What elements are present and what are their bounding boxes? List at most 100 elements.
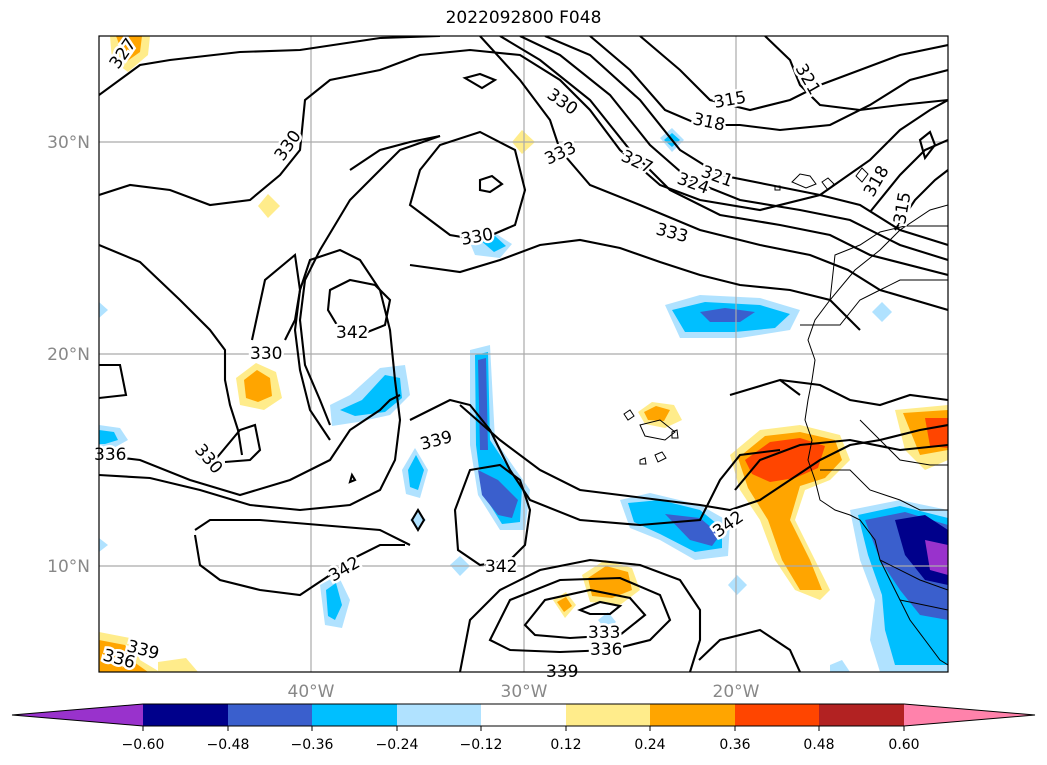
lat-label-10: 10°N bbox=[47, 557, 90, 577]
contour-336c bbox=[298, 135, 441, 426]
contour-label: 333 bbox=[588, 623, 620, 643]
colorbar-segment bbox=[819, 704, 904, 726]
contours bbox=[99, 36, 948, 672]
map-title: 2022092800 F048 bbox=[445, 8, 602, 28]
contour-small bbox=[462, 72, 498, 90]
colorbar-tick: 0.48 bbox=[803, 737, 834, 753]
contour-342c bbox=[193, 534, 405, 597]
island bbox=[639, 419, 676, 441]
contour-342-loop bbox=[326, 278, 392, 337]
shade-patch bbox=[588, 566, 632, 598]
contour-small bbox=[410, 507, 426, 533]
contour-327b bbox=[577, 600, 623, 616]
shade-patch bbox=[258, 194, 280, 218]
country-border bbox=[879, 559, 948, 591]
colorbar-tick: 0.12 bbox=[550, 737, 581, 753]
colorbar-extend-low bbox=[12, 704, 143, 726]
graticule bbox=[99, 36, 948, 672]
colorbar-segment bbox=[312, 704, 397, 726]
contour-333d bbox=[349, 134, 441, 171]
contour-333c bbox=[408, 130, 527, 242]
contour-small bbox=[918, 130, 937, 161]
shade-patch bbox=[478, 470, 518, 518]
colorbar-tick: −0.36 bbox=[291, 737, 334, 753]
lat-label-30: 30°N bbox=[47, 133, 90, 153]
colorbar-segment bbox=[650, 704, 735, 726]
contour-327 bbox=[499, 36, 948, 277]
lon-label-30: 30°W bbox=[501, 682, 548, 702]
shade-patch bbox=[830, 660, 850, 672]
colorbar-segment bbox=[143, 704, 228, 726]
contour-label: 321 bbox=[791, 61, 825, 99]
contour-339b bbox=[409, 398, 781, 527]
shade-patch bbox=[644, 406, 670, 421]
colorbar-extend-high bbox=[904, 704, 1035, 726]
contour-333b bbox=[488, 576, 672, 654]
contour-321 bbox=[544, 36, 948, 247]
colorbar-tick: −0.24 bbox=[376, 737, 419, 753]
colorbar-tick: −0.60 bbox=[122, 737, 165, 753]
lon-label-20: 20°W bbox=[713, 682, 760, 702]
contour-label: 318 bbox=[860, 162, 894, 200]
shade-patch bbox=[158, 658, 198, 672]
contour-315b bbox=[894, 169, 948, 231]
contour-small bbox=[478, 174, 504, 194]
shade-patch bbox=[480, 236, 506, 252]
lat-label-20: 20°N bbox=[47, 345, 90, 365]
colorbar-tick: 0.60 bbox=[888, 737, 919, 753]
island bbox=[855, 167, 869, 183]
colorbar-tick: −0.12 bbox=[460, 737, 503, 753]
contour-label: 342 bbox=[336, 323, 368, 343]
colorbar-segment bbox=[481, 704, 566, 726]
colorbar-tick: 0.36 bbox=[719, 737, 750, 753]
contour-339e bbox=[698, 628, 801, 672]
contour-339c bbox=[734, 438, 948, 491]
country-border bbox=[820, 469, 948, 511]
contour-label: 327 bbox=[618, 146, 656, 178]
shade-patch bbox=[557, 597, 572, 612]
country-border bbox=[899, 599, 948, 611]
shade-patch bbox=[244, 370, 272, 402]
contour-330 bbox=[99, 244, 244, 456]
colorbar-tick: 0.24 bbox=[634, 737, 665, 753]
contour-339d bbox=[779, 378, 948, 407]
contour-333 bbox=[409, 238, 861, 331]
lon-label-40: 40°W bbox=[288, 682, 335, 702]
island bbox=[791, 173, 817, 189]
contour-339 bbox=[99, 248, 402, 512]
contour-330d bbox=[214, 423, 262, 464]
island bbox=[671, 429, 679, 439]
contour-small bbox=[348, 472, 357, 484]
contour-label: 330 bbox=[543, 85, 581, 120]
shade-patch bbox=[99, 430, 118, 444]
contour-label: 336 bbox=[590, 640, 622, 660]
contour-318b bbox=[869, 139, 948, 213]
contour-318 bbox=[589, 36, 948, 132]
contour-label: 330 bbox=[190, 440, 226, 478]
colorbar-segment bbox=[735, 704, 819, 726]
coastline bbox=[804, 204, 948, 666]
shade-patch bbox=[195, 448, 214, 466]
contour-label: 330 bbox=[250, 344, 282, 364]
colorbar-segment bbox=[397, 704, 481, 726]
contour-342d bbox=[453, 463, 532, 567]
map-frame bbox=[98, 35, 949, 673]
contour-330c bbox=[99, 363, 128, 400]
contour-321b bbox=[764, 36, 948, 112]
country-border bbox=[800, 279, 948, 326]
coastlines bbox=[623, 167, 948, 666]
colorbar: −0.60 −0.48 −0.36 −0.24 −0.12 0.12 0.24 … bbox=[11, 703, 1036, 753]
colorbar-segment bbox=[566, 704, 650, 726]
island bbox=[639, 457, 647, 465]
contour-330 bbox=[99, 36, 441, 96]
shade-patch bbox=[99, 538, 108, 552]
contour-324 bbox=[519, 36, 948, 262]
shade-patch bbox=[728, 575, 747, 595]
shade-patch bbox=[99, 302, 108, 318]
contour-label: 342 bbox=[485, 557, 517, 577]
shade-patch bbox=[326, 583, 342, 620]
shade-patch bbox=[872, 302, 892, 322]
island bbox=[623, 409, 635, 421]
colorbar-segment bbox=[228, 704, 312, 726]
